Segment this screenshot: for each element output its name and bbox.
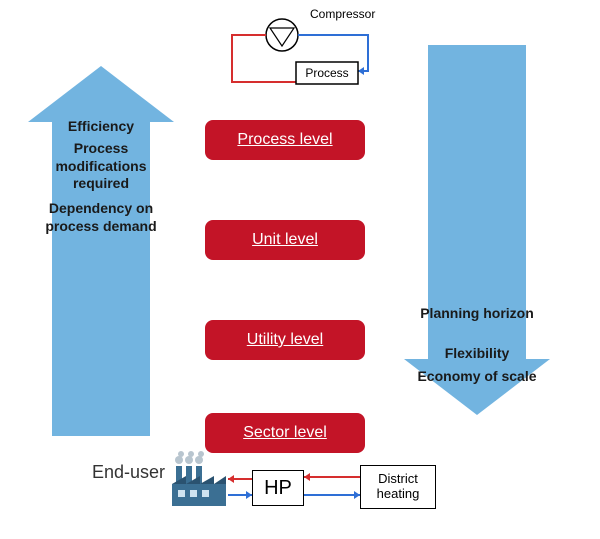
down-arrow-label-economy: Economy of scale xyxy=(416,368,538,386)
level-pill-unit: Unit level xyxy=(205,220,365,260)
process-box-label: Process xyxy=(305,66,348,80)
up-arrow-head xyxy=(28,66,174,122)
level-pill-label: Process level xyxy=(237,131,332,149)
end-user-label: End-user xyxy=(92,462,165,483)
level-pill-label: Utility level xyxy=(247,331,323,349)
up-arrow-label-dependency: Dependency on process demand xyxy=(40,200,162,235)
compressor-label: Compressor xyxy=(310,7,375,21)
top-diagram: Process Compressor xyxy=(210,6,390,96)
bottom-connections xyxy=(220,465,440,515)
level-pill-label: Sector level xyxy=(243,424,327,442)
up-arrow-label-efficiency: Efficiency xyxy=(40,118,162,136)
down-arrow-label-flexibility: Flexibility xyxy=(416,345,538,363)
level-pill-process: Process level xyxy=(205,120,365,160)
down-arrow-label-planning: Planning horizon xyxy=(416,305,538,323)
level-pill-utility: Utility level xyxy=(205,320,365,360)
level-pill-label: Unit level xyxy=(252,231,318,249)
level-pill-sector: Sector level xyxy=(205,413,365,453)
up-arrow-label-modifications: Process modifications required xyxy=(40,140,162,193)
